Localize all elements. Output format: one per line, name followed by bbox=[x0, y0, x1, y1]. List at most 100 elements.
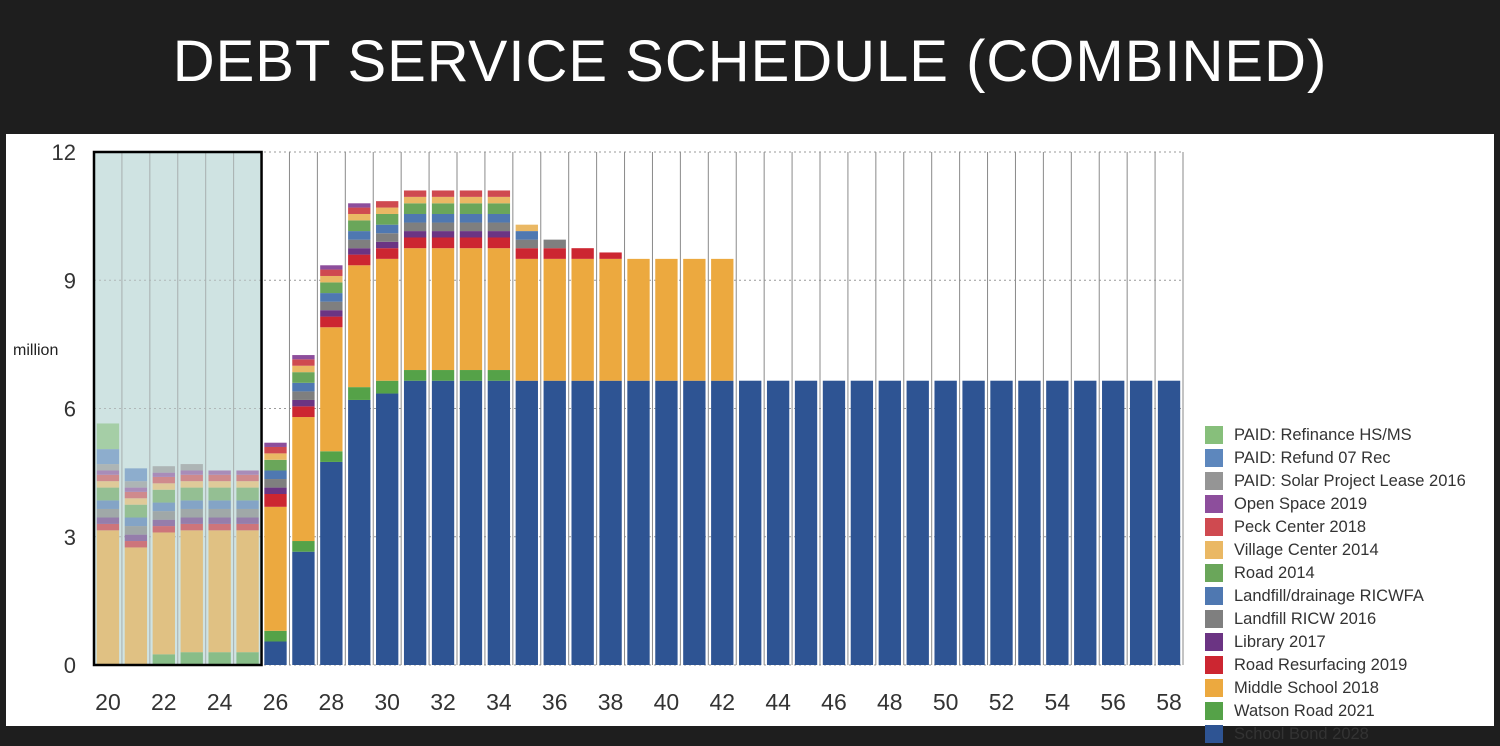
bar-segment-middle-school-2018 bbox=[376, 258, 399, 381]
bar-segment-watson-road-2021 bbox=[348, 387, 371, 400]
legend-label: Middle School 2018 bbox=[1234, 679, 1379, 697]
bar-segment-middle-school-2018 bbox=[599, 258, 622, 381]
bar-segment-library-2017 bbox=[264, 487, 287, 494]
x-tick-label: 38 bbox=[598, 689, 624, 715]
bar-segment-landfill-ricw-2016 bbox=[431, 222, 455, 232]
bar-segment-road-2014 bbox=[236, 487, 259, 501]
bar-segment-landfill-drainage-ricwfa bbox=[515, 231, 538, 240]
legend-label: Peck Center 2018 bbox=[1234, 518, 1367, 536]
bar-segment-open-space-2019 bbox=[124, 487, 148, 492]
bar-segment-school-bond-2028 bbox=[1129, 380, 1153, 665]
bar-segment-landfill-ricw-2016 bbox=[320, 301, 343, 311]
bar-segment-peck-center-2018 bbox=[403, 190, 427, 197]
legend-swatch bbox=[1205, 426, 1223, 444]
bar-segment-landfill-ricw-2016 bbox=[264, 479, 287, 488]
bar-segment-school-bond-2028 bbox=[962, 380, 985, 665]
legend-label: Landfill RICW 2016 bbox=[1234, 610, 1377, 628]
bar-segment-library-2017 bbox=[487, 231, 511, 238]
bar-segment-road-resurfacing-2019 bbox=[376, 248, 399, 259]
bar-segment-landfill-drainage-ricwfa bbox=[208, 500, 231, 509]
bar-segment-landfill-drainage-ricwfa bbox=[124, 517, 148, 527]
legend-swatch bbox=[1205, 610, 1223, 628]
bar-segment-paid-solar-project-lease-2016 bbox=[180, 464, 203, 471]
bar-segment-middle-school-2018 bbox=[264, 506, 287, 631]
bar-segment-landfill-drainage-ricwfa bbox=[236, 500, 259, 509]
bar-segment-library-2017 bbox=[236, 517, 259, 524]
bar-segment-school-bond-2028 bbox=[627, 380, 650, 665]
header-bar: DEBT SERVICE SCHEDULE (COMBINED) bbox=[0, 0, 1500, 134]
bar-segment-library-2017 bbox=[124, 534, 148, 542]
bar-segment-middle-school-2018 bbox=[431, 248, 455, 371]
x-tick-label: 46 bbox=[821, 689, 847, 715]
y-tick-label: 6 bbox=[64, 397, 76, 422]
bar-segment-watson-road-2021 bbox=[180, 652, 203, 665]
x-tick-label: 44 bbox=[765, 689, 791, 715]
bar-segment-road-2014 bbox=[124, 504, 148, 518]
bar-segment-landfill-drainage-ricwfa bbox=[292, 382, 315, 392]
bar-segment-road-2014 bbox=[403, 203, 427, 214]
y-axis-label: million bbox=[13, 342, 58, 359]
legend-swatch bbox=[1205, 449, 1223, 467]
bar-segment-open-space-2019 bbox=[264, 442, 287, 447]
bar-segment-road-resurfacing-2019 bbox=[320, 316, 343, 328]
chart-panel: 0 3 6 9 12 million 20 22 24 26 28 30 32 34 36 38 40 42 44 4… bbox=[6, 134, 1494, 743]
bar-segment-middle-school-2018 bbox=[208, 530, 231, 653]
bar-segment-middle-school-2018 bbox=[292, 417, 315, 542]
bar-segment-watson-road-2021 bbox=[487, 370, 511, 381]
bar-segment-middle-school-2018 bbox=[236, 530, 259, 653]
bar-segment-road-resurfacing-2019 bbox=[515, 248, 538, 259]
legend-label: Road Resurfacing 2019 bbox=[1234, 656, 1408, 674]
bar-segment-peck-center-2018 bbox=[152, 476, 175, 484]
bar-segment-village-center-2014 bbox=[320, 275, 343, 283]
legend-swatch bbox=[1205, 472, 1223, 490]
bar-segment-school-bond-2028 bbox=[1157, 380, 1181, 665]
x-tick-label: 56 bbox=[1100, 689, 1126, 715]
legend-label: Road 2014 bbox=[1234, 564, 1315, 582]
bar-segment-village-center-2014 bbox=[403, 196, 427, 204]
bar-segment-school-bond-2028 bbox=[906, 380, 929, 665]
bar-segment-middle-school-2018 bbox=[711, 258, 734, 381]
bar-segment-road-2014 bbox=[320, 282, 343, 294]
bar-segment-school-bond-2028 bbox=[376, 393, 399, 665]
bar-segment-landfill-ricw-2016 bbox=[292, 391, 315, 400]
bar-segment-school-bond-2028 bbox=[543, 380, 566, 665]
bar-segment-watson-road-2021 bbox=[403, 370, 427, 381]
bar-segment-peck-center-2018 bbox=[292, 359, 315, 366]
bar-segment-watson-road-2021 bbox=[292, 541, 315, 552]
bar-segment-road-resurfacing-2019 bbox=[152, 526, 175, 533]
bar-segment-village-center-2014 bbox=[292, 365, 315, 373]
bar-segment-village-center-2014 bbox=[376, 207, 399, 214]
bar-segment-school-bond-2028 bbox=[459, 380, 483, 665]
bar-segment-school-bond-2028 bbox=[348, 399, 371, 665]
bar-segment-landfill-drainage-ricwfa bbox=[180, 500, 203, 509]
bar-segment-landfill-drainage-ricwfa bbox=[431, 213, 455, 223]
legend-swatch bbox=[1205, 495, 1223, 513]
bar-segment-watson-road-2021 bbox=[459, 370, 483, 381]
bar-segment-school-bond-2028 bbox=[739, 380, 762, 665]
bar-segment-middle-school-2018 bbox=[96, 530, 120, 665]
bar-segment-school-bond-2028 bbox=[711, 380, 734, 665]
legend-swatch bbox=[1205, 564, 1223, 582]
x-tick-label: 24 bbox=[207, 689, 233, 715]
bar-segment-library-2017 bbox=[403, 231, 427, 238]
bar-segment-road-2014 bbox=[152, 489, 175, 503]
bar-segment-watson-road-2021 bbox=[431, 370, 455, 381]
bar-segment-landfill-ricw-2016 bbox=[124, 526, 148, 535]
bar-segment-open-space-2019 bbox=[96, 470, 120, 475]
bar-segment-library-2017 bbox=[180, 517, 203, 524]
highlight-box bbox=[92, 150, 263, 667]
bar-segment-middle-school-2018 bbox=[403, 248, 427, 371]
bar-segment-landfill-drainage-ricwfa bbox=[264, 470, 287, 480]
bar-segment-middle-school-2018 bbox=[571, 258, 594, 381]
bar-segment-road-2014 bbox=[264, 459, 287, 471]
bar-segment-school-bond-2028 bbox=[320, 461, 343, 665]
bar-segment-landfill-drainage-ricwfa bbox=[152, 502, 175, 512]
bar-segment-village-center-2014 bbox=[264, 453, 287, 460]
bar-segment-open-space-2019 bbox=[320, 265, 343, 270]
bar-segment-school-bond-2028 bbox=[878, 380, 901, 665]
x-tick-label: 28 bbox=[319, 689, 345, 715]
x-tick-label: 30 bbox=[374, 689, 400, 715]
bar-segment-landfill-ricw-2016 bbox=[152, 511, 175, 520]
bar-segment-library-2017 bbox=[320, 310, 343, 317]
bar-segment-landfill-ricw-2016 bbox=[180, 508, 203, 518]
